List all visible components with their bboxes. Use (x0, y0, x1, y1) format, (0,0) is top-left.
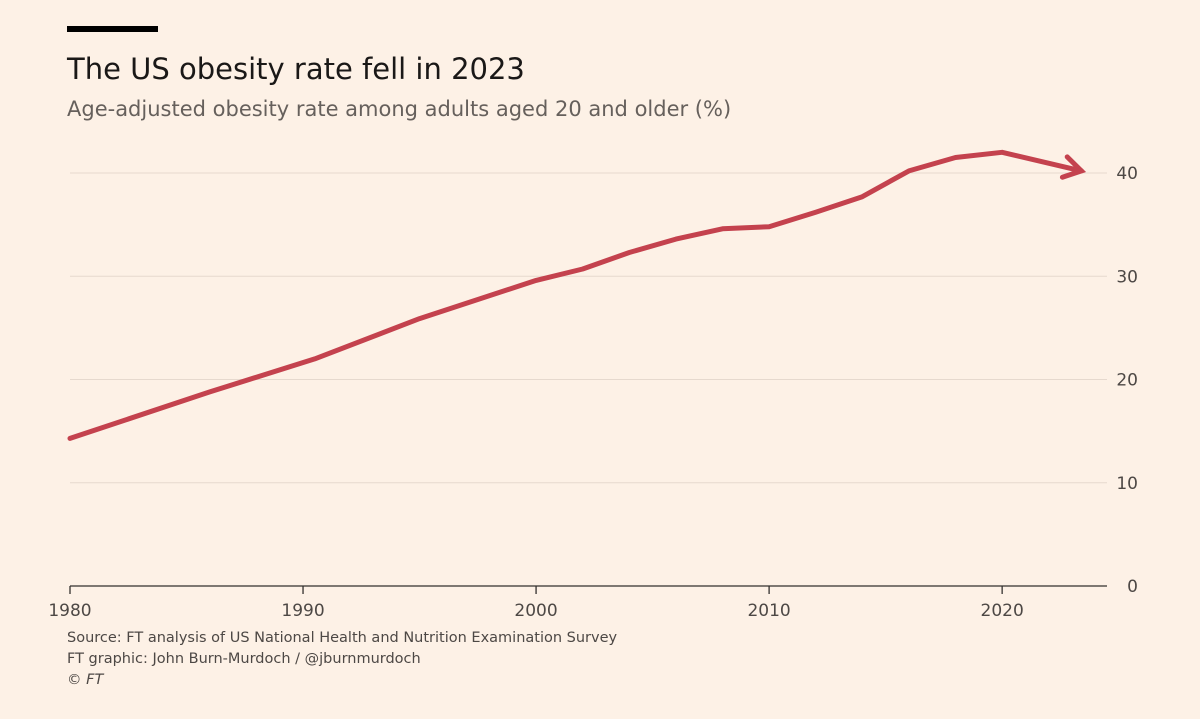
x-axis (69, 585, 1107, 594)
y-axis-labels: 0 10 20 30 40 (1116, 164, 1138, 597)
y-tick-label: 0 (1127, 577, 1138, 597)
x-axis-labels: 1980 1990 2000 2010 2020 (48, 601, 1023, 620)
y-tick-label: 30 (1116, 267, 1138, 287)
chart-subtitle: Age-adjusted obesity rate among adults a… (67, 97, 732, 121)
x-tick-label: 1990 (281, 601, 324, 620)
series-arrowhead (1059, 154, 1087, 180)
x-tick-label: 1980 (48, 601, 91, 620)
line-chart: 0 10 20 30 40 1980 1990 2000 2010 2020 (48, 149, 1138, 620)
chart-footer: Source: FT analysis of US National Healt… (67, 628, 617, 691)
ft-brand-bar (67, 26, 158, 32)
x-tick-label: 2020 (981, 601, 1024, 620)
x-tick-label: 2000 (514, 601, 557, 620)
x-tick-label: 2010 (747, 601, 790, 620)
copyright-note: © FT (67, 672, 104, 688)
graphic-credit: FT graphic: John Burn-Murdoch / @jburnmu… (67, 651, 421, 667)
y-tick-label: 10 (1116, 474, 1138, 494)
y-tick-label: 40 (1116, 164, 1138, 184)
series-layer (67, 149, 1087, 441)
chart-title: The US obesity rate fell in 2023 (67, 52, 525, 86)
source-note: Source: FT analysis of US National Healt… (67, 630, 618, 646)
grid-lines (70, 172, 1107, 484)
series-line (67, 149, 1084, 441)
y-tick-label: 20 (1116, 371, 1138, 391)
